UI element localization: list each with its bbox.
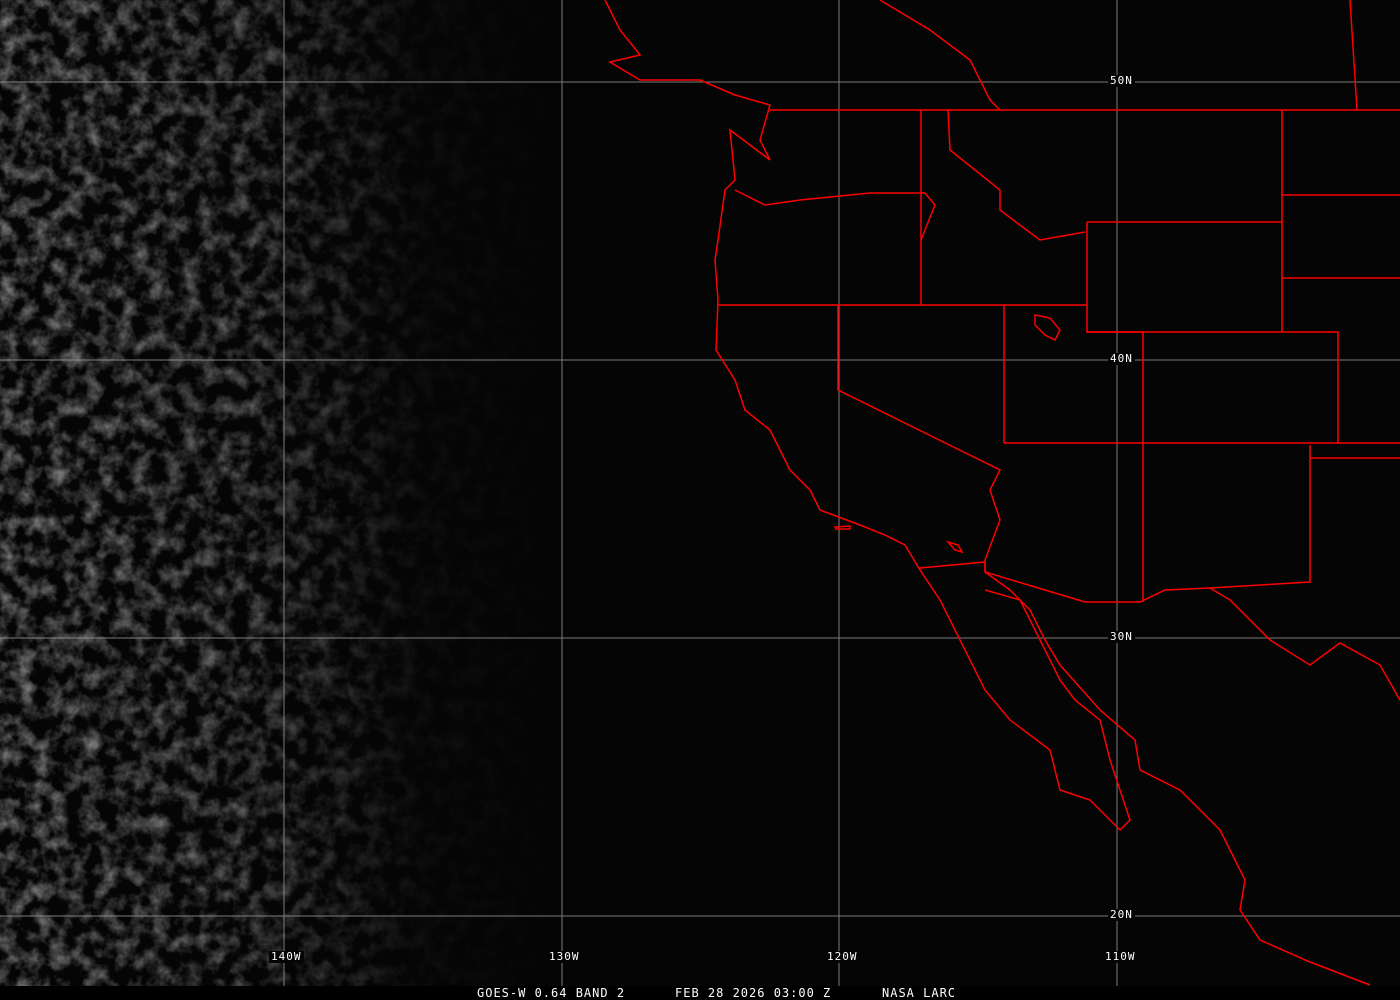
image-caption-bar: GOES-W 0.64 BAND 2 FEB 28 2026 03:00 Z N… (0, 986, 1400, 1000)
lat-label-30n: 30N (1108, 630, 1135, 643)
caption-datetime: FEB 28 2026 03:00 Z (675, 986, 832, 1000)
lon-label-110w: 110W (1103, 950, 1138, 963)
canada-province-border (879, 0, 1001, 111)
coastline-west (604, 0, 1131, 832)
ca-nv-border (837, 305, 1002, 572)
lon-label-140w: 140W (269, 950, 304, 963)
idaho-montana-border (947, 109, 1086, 241)
canada-province-border (1349, 0, 1358, 111)
lat-label-40n: 40N (1108, 352, 1135, 365)
lon-label-120w: 120W (825, 950, 860, 963)
new-mexico-east (1209, 445, 1311, 589)
caption-source: NASA LARC (882, 986, 957, 1000)
channel-islands (833, 525, 851, 530)
us-mexico-border (919, 561, 1211, 603)
lon-label-130w: 130W (547, 950, 582, 963)
caption-satellite: GOES-W 0.64 BAND 2 (477, 986, 626, 1000)
lat-label-20n: 20N (1108, 908, 1135, 921)
coastline-gulf-mexico (1209, 587, 1400, 701)
lat-label-50n: 50N (1108, 74, 1135, 87)
wa-or-border (734, 189, 936, 241)
salton-sea (945, 540, 964, 554)
colorado-border (1087, 331, 1339, 443)
coastline-mexico (984, 571, 1371, 986)
great-salt-lake (1034, 314, 1061, 342)
political-boundaries (604, 0, 1400, 986)
